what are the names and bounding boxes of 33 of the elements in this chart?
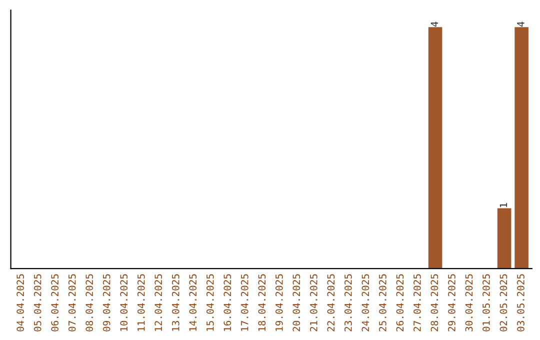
x-tick-label: 17.04.2025 xyxy=(240,274,248,331)
x-tick-label: 20.04.2025 xyxy=(292,274,300,332)
x-tick-label: 09.04.2025 xyxy=(102,274,110,332)
x-tick-label: 26.04.2025 xyxy=(396,274,404,332)
x-tick-label: 10.04.2025 xyxy=(120,274,128,331)
x-tick-label: 25.04.2025 xyxy=(379,274,386,332)
x-tick-label: 11.04.2025 xyxy=(137,274,145,331)
data-label: 1 xyxy=(500,203,507,208)
x-tick-label: 12.04.2025 xyxy=(154,274,162,331)
x-tick-label: 08.04.2025 xyxy=(86,274,94,332)
x-tick-label: 24.04.2025 xyxy=(362,274,370,332)
x-tick-label: 19.04.2025 xyxy=(275,274,283,331)
x-tick-label: 05.04.2025 xyxy=(34,274,42,332)
x-tick-label: 02.05.2025 xyxy=(500,274,508,332)
x-tick-label: 21.04.2025 xyxy=(310,274,318,332)
x-tick-label: 16.04.2025 xyxy=(224,274,232,331)
x-tick-label: 13.04.2025 xyxy=(172,274,180,331)
x-tick-label: 07.04.2025 xyxy=(68,274,76,332)
x-tick-label: 27.04.2025 xyxy=(414,274,421,332)
x-tick-label: 30.04.2025 xyxy=(465,274,473,332)
x-tick-label: 06.04.2025 xyxy=(51,274,59,332)
x-tick-label: 15.04.2025 xyxy=(206,274,214,331)
data-label: 4 xyxy=(517,22,524,27)
x-tick-label: 04.04.2025 xyxy=(16,274,24,332)
data-label: 4 xyxy=(430,22,438,27)
x-tick-label: 03.05.2025 xyxy=(517,274,524,332)
x-tick-label: 01.05.2025 xyxy=(482,274,490,332)
x-tick-label: 23.04.2025 xyxy=(344,274,352,332)
x-tick-label: 14.04.2025 xyxy=(189,274,197,331)
x-tick-label: 28.04.2025 xyxy=(430,274,438,332)
x-tick-label: 22.04.2025 xyxy=(327,274,335,332)
x-tick-label: 29.04.2025 xyxy=(448,274,456,332)
x-tick-label: 18.04.2025 xyxy=(258,274,266,331)
